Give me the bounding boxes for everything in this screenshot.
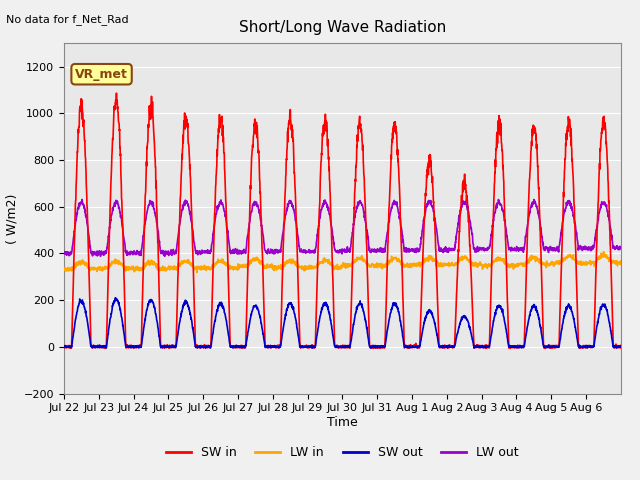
- Text: No data for f_Net_Rad: No data for f_Net_Rad: [6, 14, 129, 25]
- Text: VR_met: VR_met: [75, 68, 128, 81]
- Legend: SW in, LW in, SW out, LW out: SW in, LW in, SW out, LW out: [161, 442, 524, 465]
- Y-axis label: ( W/m2): ( W/m2): [5, 193, 18, 243]
- Title: Short/Long Wave Radiation: Short/Long Wave Radiation: [239, 20, 446, 35]
- X-axis label: Time: Time: [327, 416, 358, 429]
